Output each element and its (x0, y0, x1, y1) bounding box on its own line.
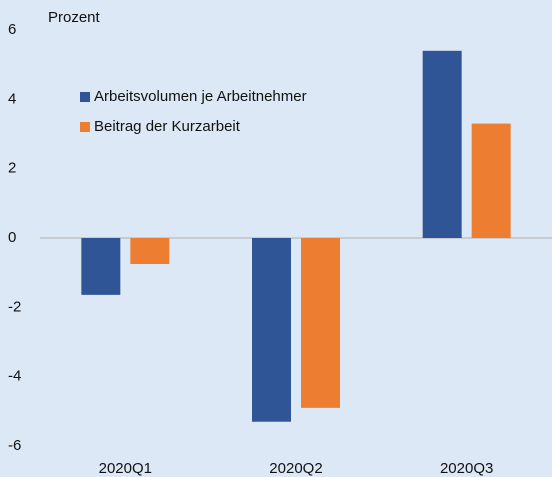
bar (130, 238, 170, 264)
y-tick-label: 2 (8, 160, 16, 177)
y-axis-label: Prozent (48, 9, 101, 26)
bar (422, 50, 462, 238)
legend-label: Beitrag der Kurzarbeit (94, 118, 241, 135)
legend-label: Arbeitsvolumen je Arbeitnehmer (94, 88, 307, 105)
y-tick-label: 4 (8, 90, 16, 107)
bar (252, 238, 291, 422)
y-tick-label: 6 (8, 21, 16, 38)
y-tick-label: -2 (8, 298, 21, 315)
x-tick-label: 2020Q3 (440, 460, 493, 477)
x-tick-label: 2020Q2 (269, 460, 322, 477)
y-tick-label: 0 (8, 229, 16, 246)
x-tick-label: 2020Q1 (99, 460, 152, 477)
bar (81, 238, 121, 295)
legend-swatch (80, 92, 90, 102)
y-tick-label: -4 (8, 368, 21, 385)
bar (471, 123, 511, 238)
legend-swatch (80, 122, 90, 132)
y-tick-label: -6 (8, 437, 21, 454)
bar (301, 238, 340, 408)
